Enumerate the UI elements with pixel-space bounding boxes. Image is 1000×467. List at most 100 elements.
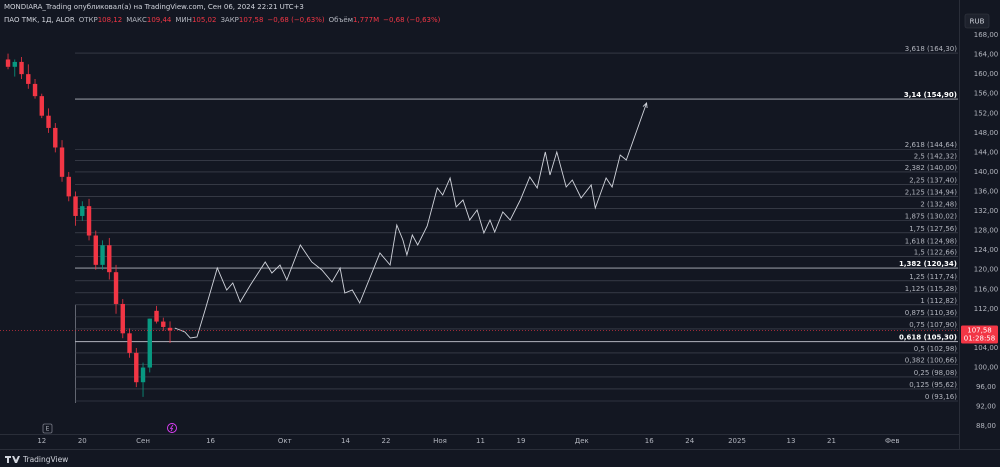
fib-label: 1,125 (115,28) (905, 285, 957, 293)
fib-label: 3,618 (164,30) (905, 45, 957, 53)
projection-line (174, 102, 648, 339)
x-tick-label: 14 (341, 437, 350, 445)
countdown: 01:28:58 (964, 334, 995, 342)
fib-label: 0,125 (95,62) (909, 381, 957, 389)
candle-body (19, 61, 24, 75)
fib-label: 0,75 (107,90) (909, 321, 957, 329)
y-tick-label: 168,00 (974, 31, 999, 39)
publisher: MONDIARA_Trading опубликовал(а) на Tradi… (4, 3, 304, 11)
fib-label: 1,382 (120,34) (899, 260, 957, 268)
y-tick-label: 132,00 (974, 207, 999, 215)
candle-body (12, 61, 17, 67)
x-tick-label: Дек (575, 437, 589, 445)
x-tick-label: Фев (885, 437, 899, 445)
y-tick-label: 148,00 (974, 129, 999, 137)
low-label: МИН (175, 16, 192, 24)
x-tick-label: 21 (827, 437, 836, 445)
y-tick-label: 92,00 (976, 403, 996, 411)
x-tick-label: 11 (476, 437, 485, 445)
x-tick-label: 16 (645, 437, 654, 445)
y-tick-label: 164,00 (974, 51, 999, 59)
y-tick-label: 112,00 (974, 305, 999, 313)
candle-body (154, 310, 159, 322)
high-value: 109,44 (147, 16, 172, 24)
candle-body (107, 245, 112, 273)
x-tick-label: Окт (278, 437, 292, 445)
low-value: 105,02 (192, 16, 217, 24)
x-tick-label: 22 (382, 437, 391, 445)
last-price-label: 107,58 (967, 326, 992, 334)
volume-change: −0,68 (−0,63%) (383, 16, 441, 24)
x-tick-label: 20 (78, 437, 87, 445)
candle-body (147, 318, 152, 368)
symbol: ПАО ТМК, 1Д, ALOR (4, 16, 75, 24)
y-tick-label: 136,00 (974, 187, 999, 195)
candle-body (113, 272, 119, 304)
last-price-box (961, 325, 998, 344)
fib-label: 2,125 (134,94) (905, 189, 957, 197)
fib-label: 0,5 (102,98) (914, 345, 958, 353)
brand[interactable]: TradingView (22, 455, 68, 464)
candle-body (120, 303, 125, 334)
fib-label: 2,618 (144,64) (905, 141, 957, 149)
volume-label: Объём (329, 16, 353, 24)
volume-value: 1,777M (353, 16, 379, 24)
earnings-icon-letter[interactable]: E (46, 426, 50, 433)
y-tick-label: 152,00 (974, 109, 999, 117)
candle-body (32, 83, 38, 97)
y-tick-label: 120,00 (974, 266, 999, 274)
y-tick-label: 160,00 (974, 70, 999, 78)
x-tick-label: Ноя (433, 437, 447, 445)
y-tick-label: 100,00 (974, 364, 999, 372)
fib-label: 0,875 (110,36) (905, 309, 957, 317)
fib-label: 1,25 (117,74) (909, 273, 957, 281)
candle-body (86, 206, 92, 236)
change: −0,68 (−0,63%) (267, 16, 325, 24)
brand-logo[interactable] (5, 456, 20, 463)
event-icon-bolt[interactable] (169, 424, 174, 432)
open-label: ОТКР (79, 16, 98, 24)
y-tick-label: 144,00 (974, 148, 999, 156)
y-tick-label: 88,00 (976, 422, 996, 430)
open-value: 108,12 (98, 16, 123, 24)
currency-box[interactable] (964, 13, 990, 29)
x-tick-label: 12 (37, 437, 46, 445)
fib-label: 0,382 (100,66) (905, 356, 957, 364)
candle-body (93, 235, 98, 265)
close-value: 107,58 (239, 16, 264, 24)
ohlc-legend: ПАО ТМК, 1Д, ALOR ОТКР108,12 МАКС109,44 МИН… (4, 16, 441, 24)
fib-label: 3,14 (154,90) (904, 91, 957, 99)
fib-label: 1,75 (127,56) (909, 225, 957, 233)
candle-body (161, 321, 166, 327)
candle-body (167, 327, 173, 331)
y-tick-label: 156,00 (974, 90, 999, 98)
candle-body (46, 115, 51, 128)
fib-label: 2,25 (137,40) (909, 177, 957, 185)
arrow-head (642, 102, 648, 109)
candle-body (66, 176, 71, 197)
event-icon[interactable] (167, 423, 177, 433)
fib-label: 0 (93,16) (925, 393, 957, 401)
fib-label: 1,5 (122,66) (914, 249, 958, 257)
y-tick-label: 124,00 (974, 246, 999, 254)
candle-body (134, 352, 139, 383)
close-label: ЗАКР (220, 16, 238, 24)
x-tick-label: 13 (787, 437, 796, 445)
y-tick-label: 116,00 (974, 285, 999, 293)
fib-label: 1,875 (130,02) (905, 213, 957, 221)
currency[interactable]: RUB (970, 18, 985, 26)
high-label: МАКС (126, 16, 147, 24)
y-tick-label: 140,00 (974, 168, 999, 176)
x-tick-label: 19 (517, 437, 526, 445)
fib-label: 2,382 (140,00) (905, 164, 957, 172)
x-tick-label: 24 (685, 437, 694, 445)
candle-body (53, 127, 58, 148)
candle-body (26, 74, 31, 84)
y-tick-label: 104,00 (974, 344, 999, 352)
earnings-icon[interactable] (42, 423, 53, 434)
y-tick-label: 96,00 (976, 383, 996, 391)
x-tick-label: 2025 (728, 437, 746, 445)
candle-body (100, 245, 105, 265)
